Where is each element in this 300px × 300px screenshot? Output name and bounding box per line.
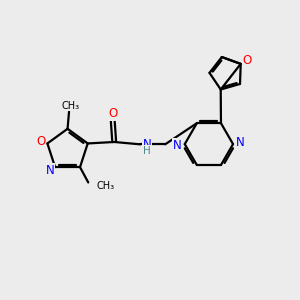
Text: H: H: [143, 146, 151, 156]
Text: CH₃: CH₃: [97, 181, 115, 191]
Text: O: O: [36, 136, 46, 148]
Text: N: N: [236, 136, 245, 149]
Text: N: N: [143, 138, 152, 151]
Text: N: N: [173, 139, 182, 152]
Text: CH₃: CH₃: [61, 101, 80, 111]
Text: O: O: [108, 107, 117, 120]
Text: O: O: [243, 55, 252, 68]
Text: N: N: [45, 164, 54, 177]
